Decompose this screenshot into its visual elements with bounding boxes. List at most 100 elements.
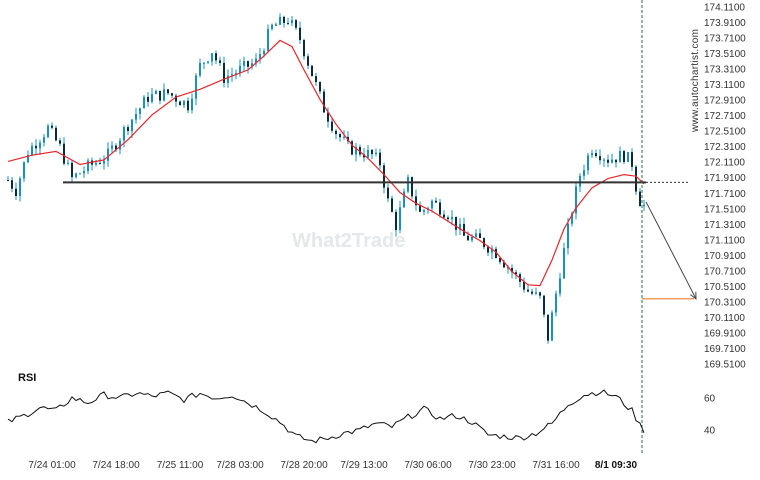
candle-body [119, 140, 121, 150]
candle-body [503, 262, 505, 268]
candle-body [599, 156, 601, 161]
candle-body [391, 198, 393, 212]
rsi-tick-label: 60 [704, 394, 716, 405]
site-watermark: www.autochartist.com [690, 29, 701, 133]
candle-body [455, 216, 457, 230]
candle-body [11, 180, 13, 189]
candle-body [511, 268, 513, 273]
candle-body [363, 154, 365, 158]
candle-body [243, 61, 245, 66]
candle-body [443, 214, 445, 218]
candle-body [147, 96, 149, 102]
price-tick-label: 170.1100 [704, 313, 745, 324]
candle-body [527, 289, 529, 292]
candle-body [491, 248, 493, 253]
candle-body [367, 149, 369, 158]
candle-body [459, 223, 461, 230]
candle-body [263, 50, 265, 55]
candle-body [7, 180, 9, 182]
time-tick-label: 7/30 23:00 [468, 460, 516, 471]
candle-body [163, 89, 165, 101]
candle-body [123, 127, 125, 141]
price-tick-label: 170.5100 [704, 282, 746, 293]
candle-body [643, 204, 645, 207]
candle-body [447, 217, 449, 220]
candle-body [227, 75, 229, 83]
rsi-line [7, 389, 645, 444]
price-tick-label: 172.3100 [704, 142, 746, 153]
price-tick-label: 171.7100 [704, 189, 746, 200]
candle-body [543, 295, 545, 315]
candle-body [251, 63, 253, 67]
rsi-tick-label: 40 [704, 426, 716, 437]
candle-body [287, 22, 289, 24]
candle-body [419, 205, 421, 212]
candle-body [479, 233, 481, 239]
price-tick-label: 171.1100 [704, 235, 745, 246]
candle-body [387, 187, 389, 199]
price-tick-label: 171.5100 [704, 204, 746, 215]
candle-body [547, 314, 549, 341]
time-tick-label: 7/28 20:00 [280, 460, 328, 471]
time-tick-label: 7/30 06:00 [404, 460, 452, 471]
candle-body [183, 100, 185, 106]
candle-body [35, 145, 37, 149]
price-tick-label: 173.5100 [704, 49, 746, 60]
time-tick-label: 7/24 18:00 [92, 460, 140, 471]
candle-body [143, 96, 145, 109]
price-tick-label: 169.9100 [704, 328, 746, 339]
price-tick-label: 172.7100 [704, 111, 746, 122]
candle-body [295, 20, 297, 28]
price-tick-label: 173.3100 [704, 65, 746, 76]
candle-body [179, 101, 181, 106]
candle-body [399, 207, 401, 231]
candle-body [55, 127, 57, 141]
candle-body [315, 76, 317, 83]
candle-body [359, 146, 361, 155]
candle-body [175, 95, 177, 102]
candle-body [47, 125, 49, 138]
candle-body [607, 159, 609, 163]
candle-body [559, 278, 561, 294]
candle-body [207, 61, 209, 63]
candle-body [631, 152, 633, 167]
price-tick-label: 170.9100 [704, 251, 746, 262]
time-tick-label: 7/31 16:00 [532, 460, 580, 471]
candle-body [591, 153, 593, 156]
candle-body [111, 145, 113, 149]
candle-body [435, 200, 437, 203]
candle-body [259, 54, 261, 59]
candle-body [323, 91, 325, 113]
candle-body [439, 202, 441, 215]
candle-body [355, 146, 357, 155]
candle-body [603, 159, 605, 161]
candle-body [375, 152, 377, 155]
price-tick-label: 169.5100 [704, 360, 746, 371]
time-tick-label: 7/29 13:00 [340, 460, 388, 471]
candle-body [307, 56, 309, 66]
candle-body [255, 58, 257, 64]
candle-body [15, 188, 17, 197]
candle-body [327, 112, 329, 122]
price-tick-label: 174.1100 [704, 3, 745, 14]
candle-body [343, 136, 345, 138]
candle-body [95, 162, 97, 165]
candle-body [415, 196, 417, 206]
candle-body [551, 312, 553, 341]
candle-body [219, 60, 221, 63]
price-tick-label: 173.1100 [704, 80, 745, 91]
time-tick-label: 7/28 03:00 [216, 460, 264, 471]
candle-body [195, 75, 197, 99]
candle-body [151, 94, 153, 102]
candle-body [611, 159, 613, 163]
candle-body [303, 39, 305, 57]
candle-body [335, 130, 337, 135]
candle-body [63, 143, 65, 164]
candle-body [411, 176, 413, 197]
candle-body [463, 223, 465, 236]
candle-body [267, 29, 269, 51]
candle-body [31, 145, 33, 156]
candle-body [431, 200, 433, 209]
